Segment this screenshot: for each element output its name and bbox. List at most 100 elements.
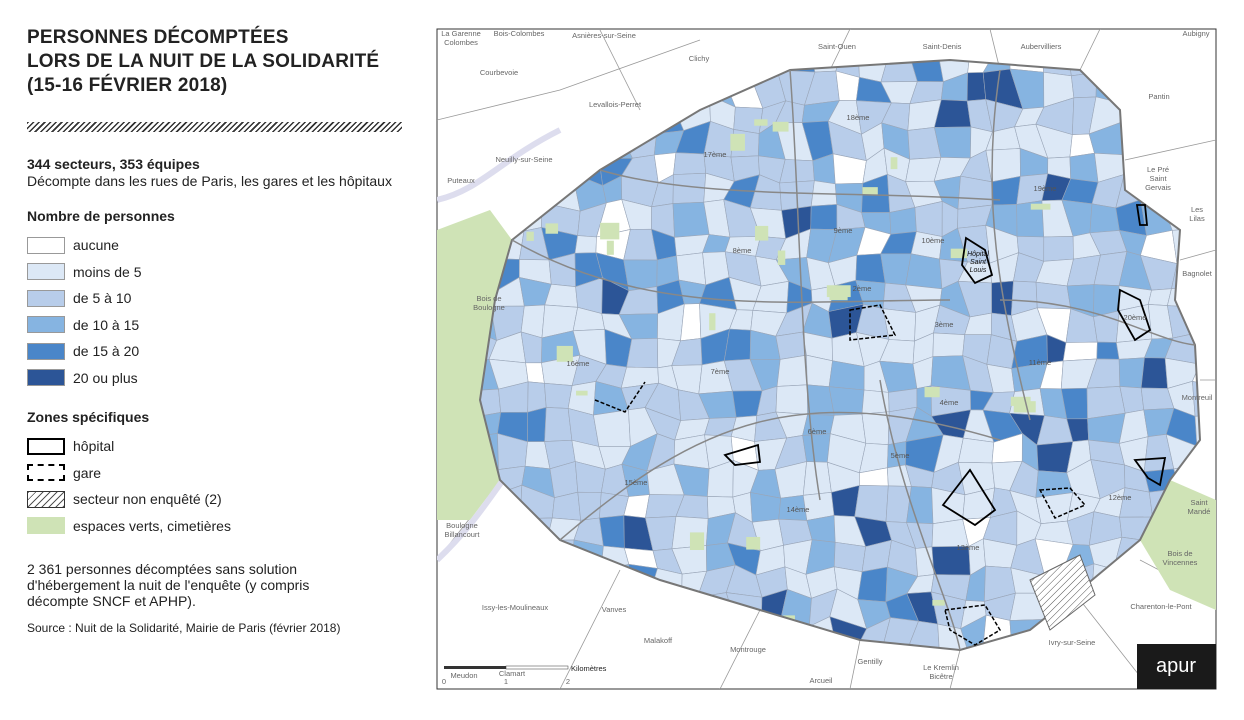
- place-label: Pantin: [1148, 92, 1169, 101]
- place-label-line: Boulogne: [473, 303, 505, 312]
- sector: [626, 338, 659, 369]
- legend-swatch: [27, 342, 65, 360]
- logo: apur: [1156, 655, 1196, 677]
- place-label: Bois de Vincennes: [1163, 549, 1198, 567]
- sector: [1226, 566, 1244, 602]
- place-label: Asnières-sur-Seine: [572, 31, 636, 40]
- place-label-line: Puteaux: [447, 176, 475, 185]
- hospital-label-line: Hôpital: [967, 251, 989, 258]
- sector: [995, 696, 1020, 720]
- station: [594, 381, 646, 413]
- sector: [1096, 341, 1120, 360]
- sector: [1062, 341, 1098, 362]
- place-label: Boulogne Billancourt: [444, 521, 480, 539]
- district-label: 2ème: [853, 284, 872, 293]
- title-line: PERSONNES DÉCOMPTÉES: [27, 27, 289, 48]
- place-label-line: Saint: [1190, 498, 1208, 507]
- place-label-line: Gervais: [1145, 183, 1171, 192]
- place-label-line: Les: [1191, 205, 1203, 214]
- sector: [1191, 363, 1200, 390]
- green-space: [545, 223, 559, 234]
- sector: [861, 411, 890, 445]
- place-label-line: Mandé: [1188, 507, 1211, 516]
- sector: [909, 620, 940, 650]
- sector: [527, 407, 547, 443]
- sector: [914, 201, 943, 237]
- green-space: [606, 240, 614, 255]
- legend-title: Zones spécifiques: [27, 409, 150, 425]
- place-label: Courbevoie: [480, 68, 518, 77]
- hospital: [1133, 457, 1167, 487]
- district-label: 3ème: [935, 320, 954, 329]
- place-label: Neuilly-sur-Seine: [495, 155, 552, 164]
- sector: [623, 694, 651, 720]
- place-label-line: Ivry-sur-Seine: [1049, 638, 1096, 647]
- sector: [750, 696, 786, 720]
- place-label: Bois de Boulogne: [473, 294, 505, 312]
- district-label: 14ème: [787, 505, 810, 514]
- green-space: [755, 225, 769, 241]
- sector: [881, 699, 911, 720]
- sector: [1168, 697, 1203, 720]
- place-label-line: Saint-Ouen: [818, 42, 856, 51]
- sector: [776, 354, 808, 387]
- sector: [735, 696, 755, 720]
- green-space: [1013, 401, 1036, 413]
- sector: [1224, 310, 1244, 340]
- legend-item: hôpital: [27, 433, 402, 460]
- legend-count: aucune moins de 5 de 5 à 10 de 10 à 15 de 15…: [27, 232, 402, 391]
- sector: [673, 434, 710, 470]
- sector: [905, 253, 943, 290]
- place-label-line: Aubervilliers: [1021, 42, 1062, 51]
- note: 2 361 personnes décomptées sans solution…: [27, 561, 310, 609]
- place-label: Arcueil: [810, 676, 833, 685]
- district-label: 6ème: [808, 427, 827, 436]
- sector: [1194, 414, 1200, 447]
- place-label-line: Levallois-Perret: [589, 100, 642, 109]
- place-label: Bois-Colombes: [494, 29, 545, 38]
- place-label-line: Saint-Denis: [923, 42, 962, 51]
- legend-zones: hôpital gare secteur non enquêté (2) espace…: [27, 433, 402, 539]
- sector: [829, 696, 858, 720]
- scale-tick: 1: [504, 677, 508, 686]
- place-label: Saint-Ouen: [818, 42, 856, 51]
- district-label: 12ème: [1109, 493, 1132, 502]
- place-label-line: Billancourt: [444, 530, 480, 539]
- summary-text: Décompte dans les rues de Paris, les gar…: [27, 173, 392, 189]
- place-label-line: Bois-Colombes: [494, 29, 545, 38]
- sector: [544, 382, 573, 409]
- sector: [1220, 254, 1244, 286]
- sector: [889, 207, 917, 235]
- place-label-line: Montrouge: [730, 645, 766, 654]
- sector: [673, 152, 707, 175]
- sector: [1118, 698, 1152, 720]
- green-space: [1030, 203, 1051, 210]
- green-space: [924, 387, 940, 398]
- sector: [1192, 380, 1200, 417]
- district-label: 8ème: [733, 246, 752, 255]
- place-label: Clichy: [689, 54, 710, 63]
- place-label-line: Vincennes: [1163, 558, 1198, 567]
- sector: [681, 698, 704, 720]
- scale-unit: Kilomètres: [571, 664, 607, 673]
- legend-label: secteur non enquêté (2): [73, 491, 222, 508]
- sector: [932, 332, 965, 357]
- sector: [1222, 49, 1244, 82]
- sector: [1218, 407, 1244, 445]
- sector: [991, 280, 1014, 316]
- legend-label: gare: [73, 464, 102, 481]
- place-label-line: Aubigny: [1182, 29, 1209, 38]
- sector: [1089, 203, 1120, 234]
- scale-tick: 0: [442, 677, 446, 686]
- place-label-line: Bagnolet: [1182, 269, 1213, 278]
- sector: [1220, 229, 1244, 259]
- green-space: [772, 121, 789, 132]
- green-space: [754, 119, 768, 126]
- sector: [1066, 696, 1097, 720]
- green-space: [829, 288, 848, 301]
- legend-item: aucune: [27, 232, 402, 259]
- sector: [1227, 540, 1244, 577]
- legend-swatch: [27, 517, 65, 535]
- green-space: [556, 345, 573, 362]
